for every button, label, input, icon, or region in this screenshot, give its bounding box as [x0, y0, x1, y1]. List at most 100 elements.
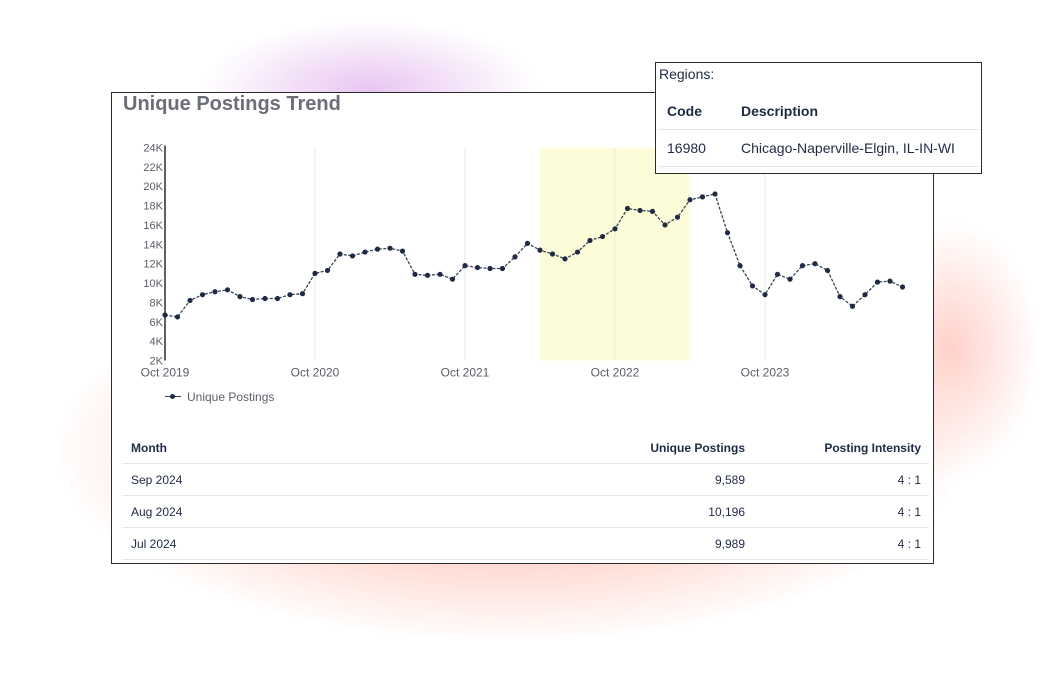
data-point	[874, 279, 881, 285]
data-point	[199, 292, 206, 298]
data-point	[699, 194, 706, 200]
chart-legend[interactable]: Unique Postings	[165, 389, 274, 405]
data-point	[649, 208, 656, 214]
y-tick-label: 24K	[143, 143, 163, 155]
regions-header-row: Code Description	[659, 93, 979, 130]
data-point	[537, 247, 543, 253]
cell-intensity: 4 : 1	[753, 527, 929, 560]
data-point	[287, 292, 293, 298]
data-point	[674, 214, 681, 220]
data-point	[299, 291, 306, 297]
cell-postings: 9,989	[607, 527, 753, 560]
y-tick-label: 20K	[143, 181, 163, 193]
data-point	[799, 263, 806, 269]
data-point	[824, 267, 831, 274]
data-point	[637, 207, 643, 214]
data-point	[224, 287, 231, 293]
cell-intensity: 4 : 1	[753, 495, 929, 528]
header-month[interactable]: Month	[123, 433, 607, 464]
data-point	[762, 292, 768, 298]
data-point	[449, 276, 456, 282]
data-point	[399, 248, 406, 254]
data-point	[724, 230, 731, 236]
data-point	[687, 197, 693, 203]
data-point	[187, 297, 193, 304]
header-unique-postings[interactable]: Unique Postings	[607, 433, 753, 464]
data-point	[237, 294, 243, 300]
data-point	[474, 264, 481, 271]
data-point	[424, 272, 431, 278]
cell-postings: 9,589	[607, 463, 753, 496]
data-point	[562, 256, 568, 262]
data-point	[899, 284, 906, 290]
data-point	[624, 205, 631, 212]
y-tick-label: 10K	[143, 278, 163, 290]
data-point	[437, 271, 443, 277]
regions-table: Code Description 16980 Chicago-Napervill…	[659, 93, 979, 167]
data-point	[262, 295, 268, 302]
data-point	[862, 292, 868, 298]
cell-month: Aug 2024	[123, 495, 607, 528]
data-point	[387, 245, 393, 251]
data-point	[774, 271, 781, 277]
data-point	[349, 253, 356, 259]
table-row: Jul 2024 9,989 4 : 1	[123, 527, 929, 560]
data-point	[499, 265, 506, 272]
legend-label: Unique Postings	[187, 390, 275, 404]
data-point	[549, 251, 556, 257]
data-point	[612, 226, 618, 232]
y-tick-label: 22K	[143, 162, 163, 174]
x-tick-label: Oct 2019	[141, 366, 190, 380]
data-point	[712, 191, 718, 197]
data-point	[512, 254, 518, 260]
data-point	[749, 283, 756, 289]
data-point	[174, 314, 181, 320]
regions-panel: Regions: Code Description 16980 Chicago-…	[655, 62, 982, 174]
x-tick-label: Oct 2021	[441, 366, 490, 380]
data-point	[312, 270, 318, 276]
x-tick-label: Oct 2022	[591, 366, 640, 380]
data-point	[337, 251, 343, 257]
y-tick-label: 12K	[143, 259, 163, 271]
data-point	[849, 303, 856, 309]
y-tick-label: 14K	[143, 239, 163, 251]
table-row: Sep 2024 9,589 4 : 1	[123, 463, 929, 496]
region-description: Chicago-Naperville-Elgin, IL-IN-WI	[733, 129, 979, 167]
data-point	[487, 265, 493, 272]
data-point	[162, 312, 168, 318]
header-posting-intensity[interactable]: Posting Intensity	[753, 433, 929, 464]
postings-table: Month Unique Postings Posting Intensity …	[123, 433, 929, 560]
data-point	[574, 249, 581, 255]
line-marker-icon	[165, 392, 181, 402]
x-tick-label: Oct 2020	[291, 366, 340, 380]
data-point	[837, 294, 843, 300]
y-tick-label: 18K	[143, 201, 163, 213]
data-point	[462, 263, 468, 269]
y-tick-label: 16K	[143, 220, 163, 232]
data-point	[587, 237, 593, 244]
y-tick-label: 8K	[150, 297, 164, 309]
data-point	[787, 276, 793, 282]
data-point	[249, 296, 256, 303]
y-tick-label: 4K	[150, 336, 164, 348]
data-point	[412, 271, 418, 277]
data-point	[324, 267, 331, 274]
header-description: Description	[733, 93, 979, 130]
cell-month: Jul 2024	[123, 527, 607, 560]
card-title: Unique Postings Trend	[123, 93, 341, 115]
x-tick-label: Oct 2023	[741, 366, 790, 380]
data-point	[599, 233, 606, 240]
data-point	[362, 249, 368, 255]
header-code: Code	[659, 93, 733, 130]
data-point	[524, 240, 531, 246]
cell-postings: 10,196	[607, 495, 753, 528]
data-point	[374, 246, 381, 252]
data-point	[887, 278, 893, 284]
cell-month: Sep 2024	[123, 463, 607, 496]
cell-intensity: 4 : 1	[753, 463, 929, 496]
table-row: Aug 2024 10,196 4 : 1	[123, 495, 929, 528]
data-point	[662, 222, 668, 228]
y-tick-label: 2K	[150, 356, 164, 368]
table-header-row: Month Unique Postings Posting Intensity	[123, 433, 929, 464]
data-point	[812, 261, 818, 267]
